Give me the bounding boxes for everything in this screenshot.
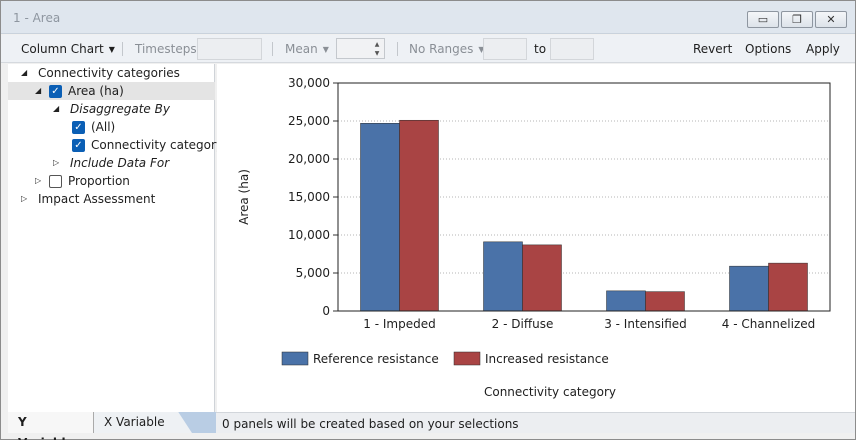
area-chart: 0 5,000 10,000 15,000 20,000 25,000 30,000 1 - … <box>237 76 831 399</box>
bar <box>360 123 400 312</box>
tree-item-label: Disaggregate By <box>70 102 170 116</box>
timesteps-label: Timesteps <box>135 42 197 56</box>
tree-item[interactable]: ▷ Proportion <box>8 172 215 190</box>
tree-item-label: Impact Assessment <box>38 192 156 206</box>
tree-item[interactable]: ▷ Include Data For <box>8 154 215 172</box>
y-axis-label: Area (ha) <box>237 169 251 225</box>
bar <box>729 265 769 312</box>
tree-item-label: (All) <box>91 120 116 134</box>
bar <box>606 290 646 312</box>
toolbar-divider <box>397 42 398 56</box>
ranges-label: No Ranges <box>409 42 474 56</box>
aggregate-label: Mean <box>285 42 318 56</box>
revert-button[interactable]: Revert <box>693 42 733 56</box>
aggregate-spinner[interactable]: ▲ ▼ <box>336 38 385 59</box>
x-axis-label: Connectivity category <box>484 385 616 399</box>
x-tick-label: 2 - Diffuse <box>492 317 554 331</box>
bar <box>522 244 562 312</box>
restore-icon: ❐ <box>792 13 802 26</box>
range-from-input[interactable] <box>483 38 527 60</box>
options-button[interactable]: Options <box>745 42 792 56</box>
spinner-down-icon[interactable]: ▼ <box>374 50 380 57</box>
tree-item[interactable]: ◢ Disaggregate By <box>8 100 215 118</box>
tab-y-variables[interactable]: Y Variables <box>8 412 94 440</box>
bar <box>645 291 685 312</box>
tree-item[interactable]: ✓ Connectivity category <box>8 136 223 154</box>
close-icon: ✕ <box>826 13 836 26</box>
tree-checkbox[interactable]: ✓ <box>49 85 62 98</box>
status-bar: 0 panels will be created based on your s… <box>216 412 855 433</box>
spinner-up-icon[interactable]: ▲ <box>374 41 380 48</box>
aggregate-dropdown[interactable]: Mean ▼ <box>285 42 329 56</box>
plot-frame <box>337 82 831 312</box>
collapse-icon[interactable]: ◢ <box>53 104 60 113</box>
legend-swatch <box>281 351 309 366</box>
tree-checkbox[interactable]: ✓ <box>72 121 85 134</box>
bar <box>483 241 523 312</box>
y-tick-label: 5,000 <box>296 266 330 280</box>
tree-item-label: Include Data For <box>70 156 170 170</box>
expand-icon[interactable]: ▷ <box>53 158 60 167</box>
toolbar: Column Chart ▼ Timesteps Mean ▼ ▲ ▼ No Ran… <box>1 35 855 63</box>
apply-button[interactable]: Apply <box>806 42 840 56</box>
tree-item[interactable]: ✓ (All) <box>8 118 215 136</box>
variables-tree: ◢ Connectivity categories ◢ ✓ Area (ha) ◢ Disa… <box>8 64 223 412</box>
tree-item[interactable]: ◢ Connectivity categories <box>8 64 215 82</box>
tree-item-label: Area (ha) <box>68 84 124 98</box>
legend-label: Increased resistance <box>485 352 609 366</box>
tree-item-label: Connectivity category <box>91 138 224 152</box>
legend-label: Reference resistance <box>313 352 439 366</box>
x-tick-label: 4 - Channelized <box>722 317 816 331</box>
range-to-label: to <box>534 42 547 56</box>
maximize-button[interactable]: ❐ <box>781 11 813 28</box>
expand-icon[interactable]: ▷ <box>21 194 28 203</box>
y-tick-label: 0 <box>322 304 330 318</box>
timesteps-input[interactable] <box>197 38 262 60</box>
tree-item[interactable]: ▷ Impact Assessment <box>8 190 215 208</box>
tree-item-label: Proportion <box>68 174 130 188</box>
window-title: 1 - Area <box>13 11 61 25</box>
chart-panel: 0 5,000 10,000 15,000 20,000 25,000 30,000 1 - … <box>217 64 855 412</box>
tree-item[interactable]: ◢ ✓ Area (ha) <box>8 82 215 100</box>
tree-checkbox[interactable] <box>49 175 62 188</box>
ranges-dropdown[interactable]: No Ranges ▼ <box>409 42 485 56</box>
expand-icon[interactable]: ▷ <box>35 176 42 185</box>
y-tick-label: 15,000 <box>288 190 330 204</box>
chart-type-label: Column Chart <box>21 42 104 56</box>
range-to-input[interactable] <box>550 38 594 60</box>
collapse-icon[interactable]: ◢ <box>21 68 28 77</box>
x-tick-label: 3 - Intensified <box>604 317 687 331</box>
bar <box>399 119 439 312</box>
status-text: 0 panels will be created based on your s… <box>222 417 519 431</box>
chevron-down-icon: ▼ <box>478 45 485 54</box>
collapse-icon[interactable]: ◢ <box>35 86 42 95</box>
chevron-down-icon: ▼ <box>108 45 115 54</box>
close-button[interactable]: ✕ <box>815 11 847 28</box>
minimize-button[interactable]: ▭ <box>747 11 779 28</box>
bar <box>768 262 808 312</box>
minimize-icon: ▭ <box>757 13 769 26</box>
y-tick-label: 10,000 <box>288 228 330 242</box>
y-tick-label: 30,000 <box>288 76 330 90</box>
tree-item-label: Connectivity categories <box>38 66 180 80</box>
y-tick-label: 25,000 <box>288 114 330 128</box>
x-tick-label: 1 - Impeded <box>363 317 435 331</box>
legend-swatch <box>453 351 481 366</box>
y-tick-label: 20,000 <box>288 152 330 166</box>
chevron-down-icon: ▼ <box>322 45 329 54</box>
tab-x-variable[interactable]: X Variable <box>94 412 192 433</box>
toolbar-divider <box>272 42 273 56</box>
title-bar: 1 - Area ▭ ❐ ✕ <box>1 1 855 34</box>
variable-tabs: Y Variables X Variable <box>8 412 216 440</box>
chart-type-dropdown[interactable]: Column Chart ▼ <box>21 42 115 56</box>
toolbar-divider <box>122 42 123 56</box>
tree-checkbox[interactable]: ✓ <box>72 139 85 152</box>
